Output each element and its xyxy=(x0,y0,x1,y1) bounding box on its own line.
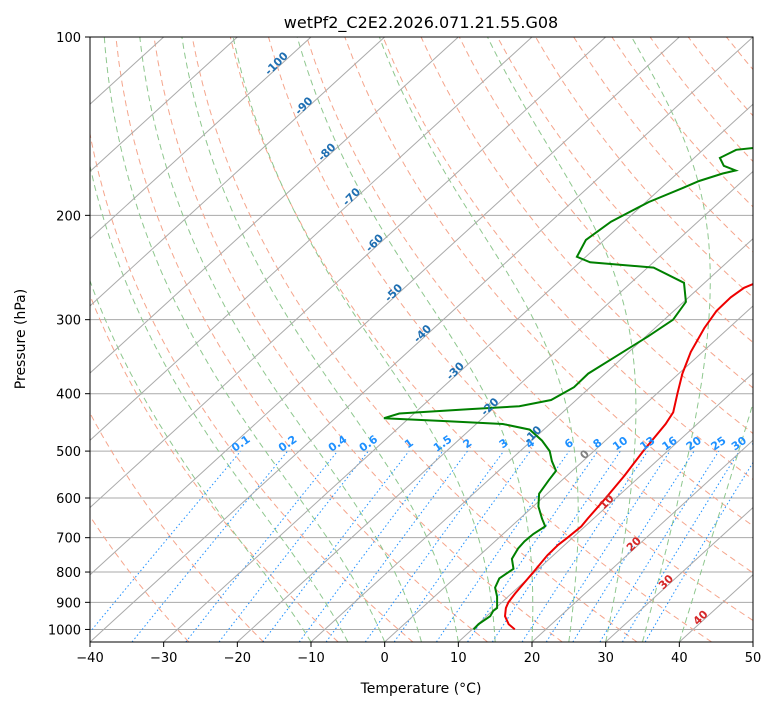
y-tick-label: 400 xyxy=(56,388,81,403)
mixing-ratio-line xyxy=(325,450,468,642)
moist-adiabat-line xyxy=(678,401,753,642)
x-tick-label: 10 xyxy=(450,651,467,666)
x-tick-label: 20 xyxy=(524,651,541,666)
isotherm-line xyxy=(90,37,753,642)
dry-adiabat-line xyxy=(496,37,753,344)
moist-adiabat-line xyxy=(378,37,579,642)
isotherm-line xyxy=(163,103,753,642)
dry-adiabat-line xyxy=(90,515,190,642)
isotherm-line xyxy=(90,37,607,509)
dry-adiabat-line xyxy=(191,37,638,642)
isotherm-line xyxy=(384,305,753,642)
x-tick-label: −20 xyxy=(224,651,251,666)
isotherm-line xyxy=(90,37,680,576)
x-tick-label: −10 xyxy=(297,651,324,666)
y-tick-label: 500 xyxy=(56,445,81,460)
mixing-ratio-line xyxy=(621,450,740,642)
isotherm-line xyxy=(531,439,753,642)
dewpoint-profile-line xyxy=(383,146,753,631)
sounding-series xyxy=(383,146,753,631)
dry-adiabat-line xyxy=(268,37,753,622)
y-axis-label: Pressure (hPa) xyxy=(13,289,29,389)
mixing-ratio-line xyxy=(185,450,338,642)
x-axis-ticks: −40 −30 −20 −10 0 10 20 30 40 50 xyxy=(76,642,761,666)
dry-adiabat-line xyxy=(115,37,488,642)
moist-adiabat-line xyxy=(487,37,637,642)
isotherm-line xyxy=(90,37,238,173)
moist-adiabat-line xyxy=(296,37,534,642)
x-tick-label: −30 xyxy=(150,651,177,666)
y-tick-label: 100 xyxy=(56,31,81,46)
isotherm-line xyxy=(236,170,753,642)
y-axis-ticks: 100 200 300 400 500 600 700 800 900 1000 xyxy=(48,31,90,638)
mixing-ratio-line xyxy=(131,450,288,642)
dry-adiabat-line xyxy=(90,412,264,642)
isotherm-line xyxy=(90,37,533,442)
isotherm-line xyxy=(457,372,753,642)
mixing-ratio-line xyxy=(435,450,570,642)
dry-adiabat-line xyxy=(153,37,563,642)
dry-adiabat-line xyxy=(306,37,753,574)
mixing-ratio-line xyxy=(491,450,621,642)
mixing-ratio-line xyxy=(364,450,505,642)
x-axis-label: Temperature (°C) xyxy=(360,681,482,697)
y-tick-label: 1000 xyxy=(48,623,81,638)
moist-adiabat-line xyxy=(631,37,711,642)
isotherm-line xyxy=(605,506,753,642)
mixing-ratio-line xyxy=(90,450,242,633)
x-tick-label: 0 xyxy=(381,651,389,666)
mixing-ratio-line xyxy=(572,450,695,642)
isotherm-line xyxy=(90,37,459,374)
moist-adiabat-line xyxy=(103,37,386,642)
dry-adiabat-line xyxy=(535,37,753,298)
x-tick-label: −40 xyxy=(76,651,103,666)
moist-adiabat-line xyxy=(232,37,496,642)
dry-adiabat-line xyxy=(90,131,414,642)
temperature-profile-line xyxy=(503,282,753,631)
grid-lines xyxy=(90,37,753,630)
mixing-ratio-line xyxy=(467,450,599,642)
y-tick-label: 900 xyxy=(56,596,81,611)
plot-area: 0.10.20.40.611.52346810131620253036-100-… xyxy=(90,37,770,642)
x-tick-label: 30 xyxy=(597,651,614,666)
mixing-ratio-label: 36 xyxy=(750,434,770,454)
chart-title: wetPf2_C2E2.2026.071.21.55.G08 xyxy=(284,13,558,33)
plot-frame xyxy=(89,36,754,643)
mixing-ratio-line xyxy=(521,450,649,642)
y-tick-label: 200 xyxy=(56,209,81,224)
x-tick-label: 50 xyxy=(745,651,762,666)
mixing-ratio-line xyxy=(298,450,444,642)
isotherm-line xyxy=(90,37,312,240)
mixing-ratio-line xyxy=(262,450,410,642)
moist-adiabat-line xyxy=(139,37,422,642)
y-tick-label: 800 xyxy=(56,566,81,581)
isotherm-line xyxy=(90,37,386,307)
y-tick-label: 600 xyxy=(56,492,81,507)
x-tick-label: 40 xyxy=(671,651,688,666)
y-tick-label: 300 xyxy=(56,314,81,329)
dry-adiabat-line xyxy=(382,37,753,481)
y-tick-label: 700 xyxy=(56,532,81,547)
moist-adiabat-line xyxy=(90,163,349,642)
moist-adiabat-line xyxy=(181,37,459,642)
mixing-ratio-line xyxy=(545,450,671,642)
